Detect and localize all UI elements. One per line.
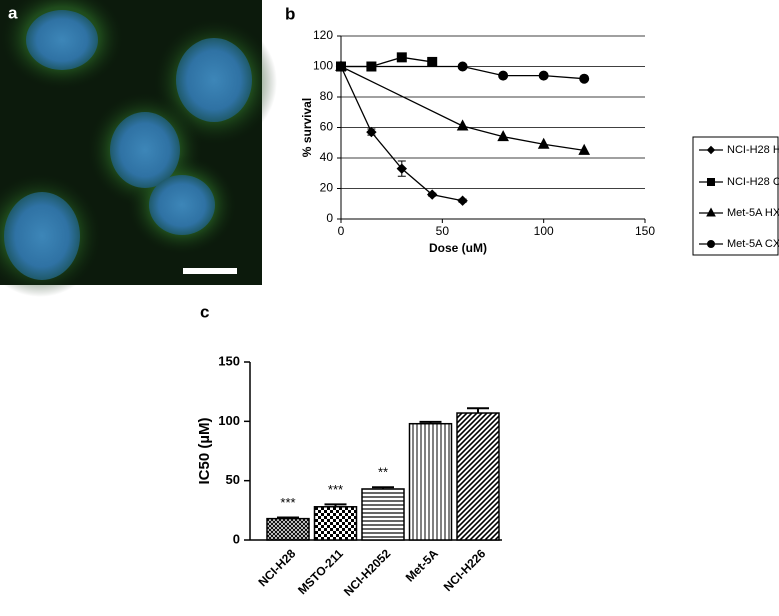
marker bbox=[426, 189, 438, 200]
x-tick-label: 0 bbox=[338, 224, 345, 238]
error-bar bbox=[467, 407, 489, 414]
annotation: *** bbox=[280, 495, 295, 510]
legend-label: Met-5A CX bbox=[727, 238, 779, 250]
marker bbox=[366, 126, 377, 138]
legend-box bbox=[692, 136, 779, 256]
x-tick-label: Met-5A bbox=[403, 546, 441, 584]
bar bbox=[408, 422, 453, 541]
y-axis-title: IC50 (µM) bbox=[196, 418, 213, 485]
marker bbox=[396, 52, 407, 63]
panel-label: c bbox=[200, 302, 209, 321]
y-tick-label: 80 bbox=[320, 89, 334, 103]
marker bbox=[396, 163, 408, 174]
marker bbox=[498, 70, 509, 81]
series-line bbox=[340, 66, 463, 202]
marker bbox=[336, 61, 346, 72]
panel-label: b bbox=[285, 4, 295, 23]
x-axis-title: Dose (uM) bbox=[429, 241, 487, 255]
y-tick-label: 150 bbox=[218, 353, 240, 368]
marker bbox=[457, 195, 468, 206]
marker bbox=[427, 56, 438, 67]
marker bbox=[538, 70, 549, 81]
y-tick-label: 40 bbox=[320, 150, 334, 164]
marker bbox=[578, 143, 591, 155]
y-tick-label: 60 bbox=[320, 120, 334, 134]
micrograph bbox=[0, 0, 277, 297]
y-axis-title: % survival bbox=[300, 98, 314, 157]
y-tick-label: 120 bbox=[313, 28, 333, 42]
bar bbox=[361, 488, 405, 541]
legend-marker bbox=[707, 178, 715, 186]
x-tick-label: 50 bbox=[436, 224, 450, 238]
annotation: *** bbox=[328, 482, 343, 497]
legend-marker bbox=[706, 145, 716, 155]
y-tick-label: 0 bbox=[233, 531, 240, 546]
y-tick-label: 100 bbox=[218, 413, 240, 428]
legend-marker bbox=[707, 240, 715, 248]
series-line bbox=[341, 56, 433, 68]
marker bbox=[457, 61, 468, 72]
x-tick-label: NCI-H2052 bbox=[341, 546, 394, 599]
bar bbox=[456, 412, 500, 541]
x-tick-label: 150 bbox=[635, 224, 655, 238]
legend-label: Met-5A HX bbox=[727, 207, 779, 219]
panel-label: a bbox=[8, 3, 18, 22]
marker bbox=[497, 130, 509, 142]
bar bbox=[313, 506, 358, 541]
y-tick-label: 20 bbox=[320, 181, 334, 195]
x-tick-label: MSTO-211 bbox=[295, 546, 346, 597]
series-line bbox=[340, 65, 585, 152]
annotation: ** bbox=[378, 465, 388, 480]
marker bbox=[456, 119, 469, 131]
y-tick-label: 50 bbox=[226, 472, 240, 487]
marker bbox=[537, 137, 550, 149]
legend-marker bbox=[706, 207, 716, 217]
x-tick-label: 100 bbox=[534, 224, 554, 238]
legend-label: NCI-H28 CX bbox=[727, 176, 779, 188]
x-tick-label: NCI-H226 bbox=[441, 546, 489, 594]
y-tick-label: 100 bbox=[313, 59, 333, 73]
x-tick-label: NCI-H28 bbox=[255, 546, 298, 589]
marker bbox=[579, 73, 590, 84]
bar bbox=[266, 517, 310, 541]
y-tick-label: 0 bbox=[326, 211, 333, 225]
legend-label: NCI-H28 HX bbox=[727, 144, 779, 156]
